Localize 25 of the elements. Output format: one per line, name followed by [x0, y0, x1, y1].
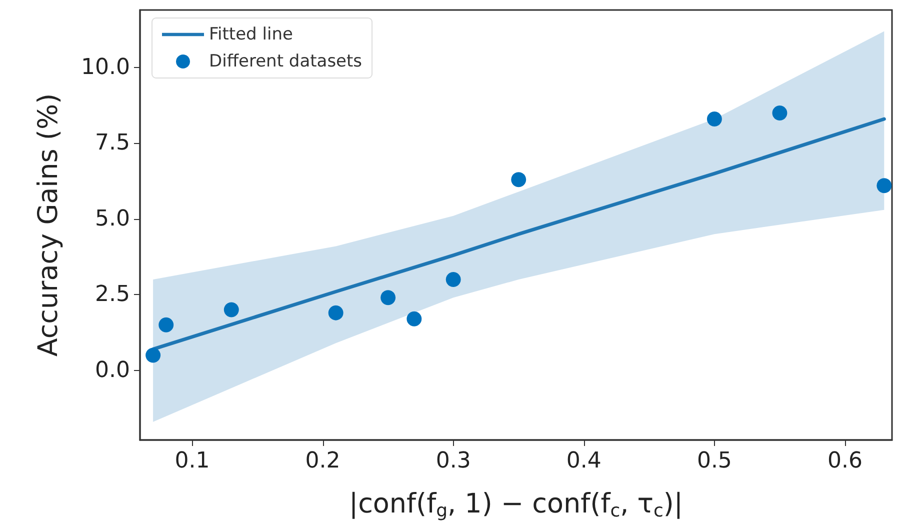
point: [406, 311, 422, 326]
x-tick-label: 0.1: [174, 448, 210, 474]
point: [380, 290, 396, 306]
point: [706, 112, 722, 127]
point: [328, 305, 344, 320]
x-tick-label: 0.4: [566, 448, 602, 474]
x-tick-label: 0.6: [828, 448, 862, 474]
point: [224, 302, 239, 318]
y-tick-label: 0.0: [95, 358, 130, 383]
y-tick-label: 5.0: [95, 206, 130, 232]
point: [876, 178, 892, 194]
point: [146, 348, 161, 363]
point: [511, 172, 526, 188]
y-tick-label: 10.0: [81, 55, 130, 80]
point: [446, 272, 461, 288]
x-tick-label: 0.2: [305, 448, 340, 474]
y-tick-label: 2.5: [95, 282, 130, 308]
point: [772, 105, 788, 120]
y-axis-title: Accuracy Gains (%): [33, 93, 64, 357]
legend-label: Fitted line: [209, 24, 293, 44]
x-tick-label: 0.3: [436, 448, 471, 474]
point: [158, 317, 174, 332]
y-tick-label: 7.5: [95, 130, 130, 156]
legend-label: Different datasets: [209, 52, 362, 72]
x-tick-label: 0.5: [696, 448, 732, 474]
